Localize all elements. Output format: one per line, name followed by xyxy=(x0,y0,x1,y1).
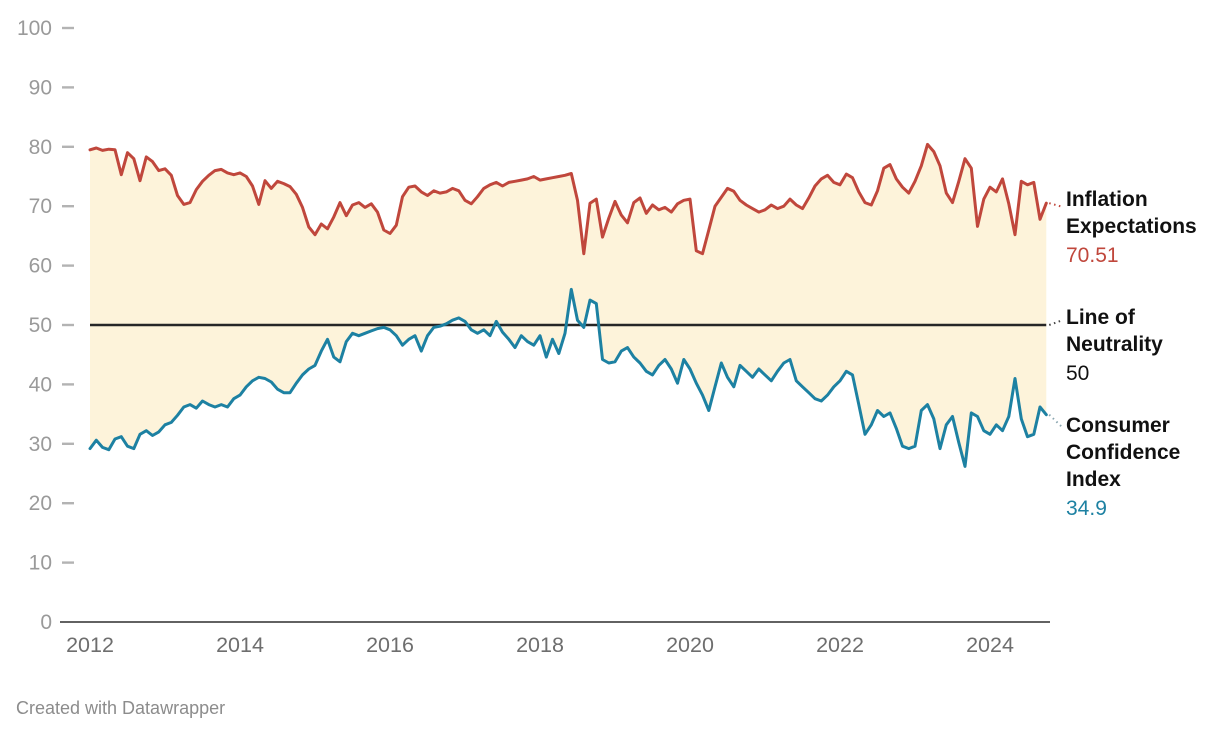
y-tick-label: 0 xyxy=(40,611,52,634)
chart-canvas: 0 10 20 30 40 50 60 70 80 90 100 2012 2014 2016 2018 20… xyxy=(17,17,1064,657)
y-tick-label: 100 xyxy=(17,17,52,40)
neutrality-label: Line of Neutrality 50 xyxy=(1066,304,1218,387)
chart-area: 0 10 20 30 40 50 60 70 80 90 100 2012 2014 2016 2018 20… xyxy=(17,17,1064,657)
inflation-label: Inflation Expectations 70.51 xyxy=(1066,186,1218,269)
x-tick-label: 2016 xyxy=(366,633,414,657)
neutrality-connector xyxy=(1048,319,1064,326)
y-tick-label: 30 xyxy=(29,433,52,456)
x-tick-label: 2018 xyxy=(516,633,564,657)
inflation-expectations-line xyxy=(88,142,1048,256)
neutrality-label-title: Line of Neutrality xyxy=(1066,306,1163,356)
inflation-connector xyxy=(1048,202,1064,208)
neutrality-label-value: 50 xyxy=(1066,362,1090,385)
x-tick-label: 2020 xyxy=(666,633,714,657)
y-tick-label: 20 xyxy=(29,492,52,515)
x-tick-label: 2022 xyxy=(816,633,864,657)
consumer-label: Consumer Confidence Index 34.9 xyxy=(1066,412,1218,522)
consumer-label-value: 34.9 xyxy=(1066,497,1107,520)
y-tick-label: 70 xyxy=(29,195,52,218)
y-tick-label: 10 xyxy=(29,552,52,575)
y-tick-label: 40 xyxy=(29,373,52,396)
inflation-label-title: Inflation Expectations xyxy=(1066,188,1197,238)
y-tick-label: 50 xyxy=(29,314,52,337)
y-tick-label: 60 xyxy=(29,255,52,278)
x-tick-label: 2012 xyxy=(66,633,114,657)
consumer-confidence-line xyxy=(88,287,1048,468)
x-tick-label: 2024 xyxy=(966,633,1014,657)
consumer-connector xyxy=(1048,413,1064,429)
inflation-label-value: 70.51 xyxy=(1066,244,1119,267)
datawrapper-credit: Created with Datawrapper xyxy=(16,698,226,718)
consumer-label-title: Consumer Confidence Index xyxy=(1066,414,1181,491)
x-tick-label: 2014 xyxy=(216,633,264,657)
y-tick-label: 80 xyxy=(29,136,52,159)
y-tick-label: 90 xyxy=(29,76,52,99)
